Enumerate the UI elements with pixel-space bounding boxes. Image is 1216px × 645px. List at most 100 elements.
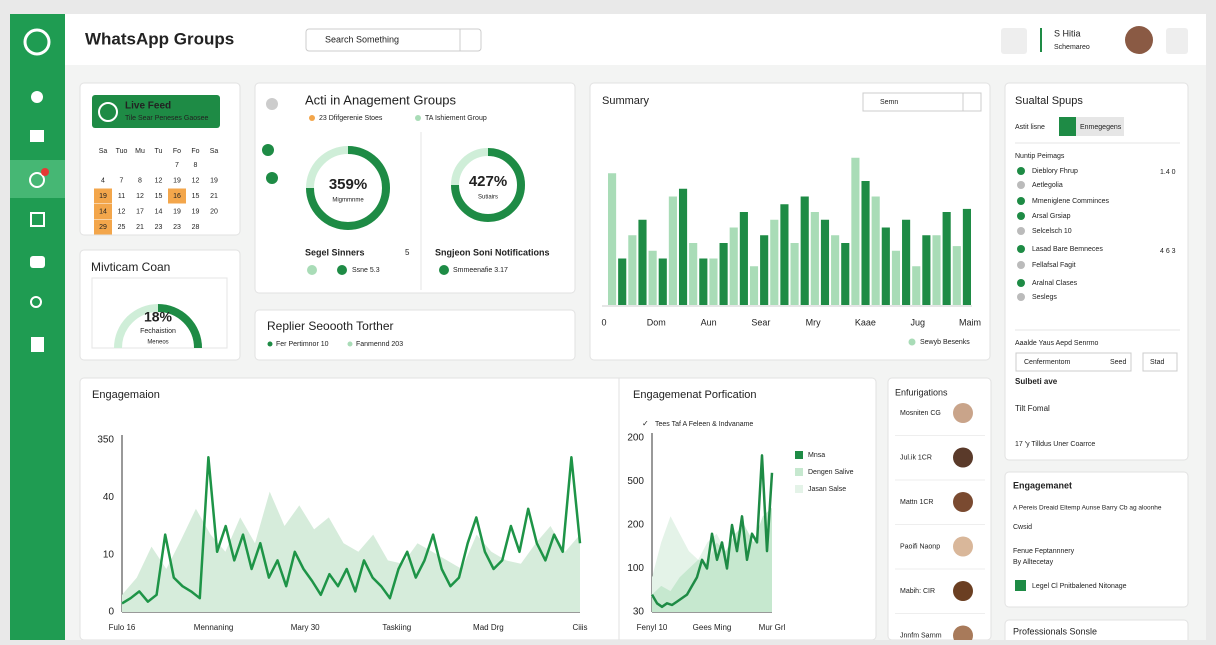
- tab[interactable]: Enmegegens: [1080, 124, 1122, 131]
- list-item[interactable]: Aralnal Clases: [1032, 280, 1078, 287]
- link[interactable]: Aaalde Yaus Aepd Senrmo: [1015, 340, 1099, 347]
- day[interactable]: 15: [192, 193, 200, 200]
- active-nav[interactable]: [10, 160, 65, 198]
- day[interactable]: 23: [173, 224, 181, 231]
- list-item[interactable]: Lasad Bare Bemneces: [1032, 246, 1103, 253]
- list-item[interactable]: Selcelsch 10: [1032, 228, 1072, 235]
- day[interactable]: 21: [136, 224, 144, 231]
- swatch: [1015, 580, 1026, 591]
- day[interactable]: 19: [192, 208, 200, 215]
- list-item[interactable]: Fellafsal Fagit: [1032, 262, 1076, 269]
- legend-label: Fanmennd 203: [356, 341, 403, 348]
- day[interactable]: 12: [192, 177, 200, 184]
- day[interactable]: 14: [99, 208, 107, 215]
- nav-icon[interactable]: [30, 212, 45, 227]
- day[interactable]: 19: [173, 208, 181, 215]
- y-tick-label: 200: [627, 520, 644, 531]
- button[interactable]: [1166, 28, 1188, 54]
- button[interactable]: [1001, 28, 1027, 54]
- bar: [760, 235, 769, 305]
- day[interactable]: 21: [210, 193, 218, 200]
- day[interactable]: 15: [155, 193, 163, 200]
- legend-label: Mnsa: [808, 452, 825, 459]
- bar: [912, 266, 921, 305]
- list-item[interactable]: Arsal Grsiap: [1032, 213, 1071, 220]
- item-icon: [1017, 167, 1025, 175]
- link[interactable]: Cwsid: [1013, 524, 1032, 531]
- gauge-title: Mivticam Coan: [91, 260, 170, 274]
- legend-label: 23 Dfifgerenie Stoes: [319, 115, 383, 122]
- day[interactable]: 28: [192, 224, 200, 231]
- day[interactable]: 12: [118, 208, 126, 215]
- day[interactable]: 29: [99, 224, 107, 231]
- gauge-caption: Fechaistion: [140, 328, 176, 335]
- contact-name[interactable]: Jnnfm Sarnm: [900, 632, 942, 639]
- day[interactable]: 12: [136, 193, 144, 200]
- contact-name[interactable]: Paoifi Naonp: [900, 543, 940, 550]
- bar: [851, 157, 860, 305]
- day[interactable]: 12: [155, 177, 163, 184]
- avatar[interactable]: [1125, 26, 1153, 54]
- day[interactable]: 7: [175, 162, 179, 169]
- contact-name[interactable]: Mosniten CG: [900, 410, 941, 417]
- avatar[interactable]: [953, 536, 973, 557]
- avatar[interactable]: [953, 581, 973, 601]
- legend-label: Sewyb Besenks: [920, 339, 970, 346]
- card: [254, 309, 576, 361]
- input[interactable]: [1015, 352, 1132, 372]
- contact-name[interactable]: Mattn 1CR: [900, 499, 933, 506]
- nav-icon[interactable]: [30, 256, 45, 268]
- group-name: Sngjeon Soni Notifications: [435, 247, 550, 257]
- search-box[interactable]: [305, 28, 482, 52]
- day[interactable]: 14: [155, 208, 163, 215]
- day[interactable]: 16: [173, 193, 181, 200]
- y-tick-label: 500: [627, 476, 644, 487]
- day[interactable]: 25: [118, 224, 126, 231]
- day[interactable]: 17: [136, 208, 144, 215]
- dot: [439, 265, 449, 275]
- item-icon: [1017, 261, 1025, 269]
- button-label[interactable]: Stad: [1150, 359, 1165, 366]
- day[interactable]: 19: [173, 177, 181, 184]
- nav-icon[interactable]: [30, 130, 44, 142]
- tab[interactable]: Astit lisne: [1015, 124, 1045, 131]
- weekday: Tu: [155, 148, 163, 155]
- avatar[interactable]: [953, 447, 973, 468]
- button-label[interactable]: Seed: [1110, 359, 1126, 366]
- list-item[interactable]: Aetlegolia: [1032, 182, 1063, 189]
- day-highlight: [168, 188, 186, 204]
- contact-name[interactable]: Mabih: CIR: [900, 588, 935, 595]
- day[interactable]: 8: [138, 177, 142, 184]
- nav-icon[interactable]: [31, 91, 43, 103]
- avatar[interactable]: [953, 492, 973, 512]
- nav-icon[interactable]: [29, 172, 45, 188]
- day[interactable]: 4: [101, 177, 105, 184]
- icon-button[interactable]: [962, 92, 982, 112]
- list-item[interactable]: Seslegs: [1032, 294, 1057, 301]
- card-title: Engagemanet: [1013, 480, 1072, 490]
- day[interactable]: 19: [210, 177, 218, 184]
- day[interactable]: 19: [99, 193, 107, 200]
- day[interactable]: 20: [210, 208, 218, 215]
- button[interactable]: [1142, 352, 1178, 372]
- list-item[interactable]: Dieblory Fhrup: [1032, 168, 1078, 175]
- day[interactable]: 7: [120, 177, 124, 184]
- day[interactable]: 8: [194, 162, 198, 169]
- nav-icon[interactable]: [30, 296, 42, 308]
- weekday: Tuo: [116, 148, 128, 155]
- nav-icon[interactable]: [31, 337, 44, 352]
- avatar[interactable]: [953, 403, 973, 423]
- day[interactable]: 23: [155, 224, 163, 231]
- contact-name[interactable]: Jul.ik 1CR: [900, 454, 932, 461]
- y-tick-label: 0: [108, 607, 114, 618]
- list-item[interactable]: Mmeniglene Comminces: [1032, 198, 1110, 205]
- donut-label: 427%: [469, 173, 507, 190]
- legend-dot: [267, 341, 273, 347]
- day[interactable]: 11: [118, 193, 125, 200]
- legend-swatch: [795, 468, 803, 476]
- bar: [790, 243, 799, 305]
- group-foot: Smmeenafie 3.17: [453, 267, 508, 274]
- search-placeholder: Semn: [880, 99, 898, 106]
- search-box[interactable]: [862, 92, 964, 112]
